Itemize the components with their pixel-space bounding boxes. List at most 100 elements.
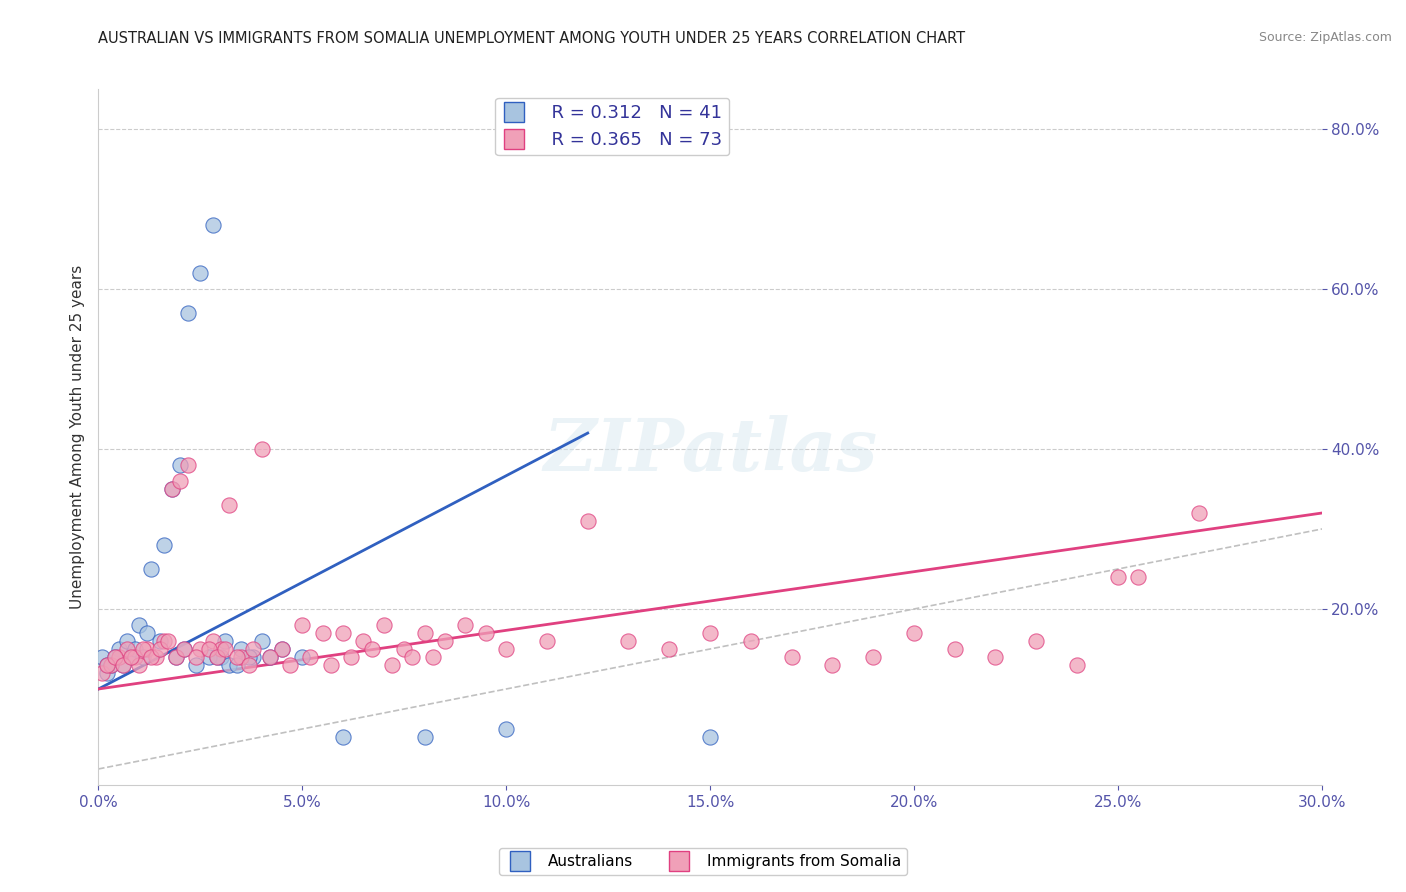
Point <box>381 658 404 673</box>
Legend: Australians, Immigrants from Somalia: Australians, Immigrants from Somalia <box>499 848 907 875</box>
Point <box>128 658 150 673</box>
Point <box>238 650 260 665</box>
Point <box>96 658 118 673</box>
Point <box>169 474 191 488</box>
Point <box>780 650 803 665</box>
Point <box>495 722 517 736</box>
Point <box>250 442 273 456</box>
Point <box>250 634 273 648</box>
Point <box>536 634 558 648</box>
Point <box>91 665 114 680</box>
Point <box>278 658 301 673</box>
Point <box>104 650 127 665</box>
Point <box>226 650 249 665</box>
Point <box>617 634 640 648</box>
Point <box>169 458 191 472</box>
Point <box>108 642 131 657</box>
Point <box>91 650 114 665</box>
Point <box>132 642 155 657</box>
Point <box>259 650 281 665</box>
Point <box>152 538 174 552</box>
Point <box>699 626 721 640</box>
Point <box>100 658 122 673</box>
Point <box>141 650 163 665</box>
Point <box>903 626 925 640</box>
Point <box>141 562 163 576</box>
Point <box>120 650 142 665</box>
Point <box>188 642 212 657</box>
Point <box>984 650 1007 665</box>
Point <box>1107 570 1129 584</box>
Point <box>108 650 131 665</box>
Text: Source: ZipAtlas.com: Source: ZipAtlas.com <box>1258 31 1392 45</box>
Point <box>149 642 172 657</box>
Text: AUSTRALIAN VS IMMIGRANTS FROM SOMALIA UNEMPLOYMENT AMONG YOUTH UNDER 25 YEARS CO: AUSTRALIAN VS IMMIGRANTS FROM SOMALIA UN… <box>98 31 966 46</box>
Point <box>259 650 281 665</box>
Point <box>943 642 966 657</box>
Point <box>699 730 721 744</box>
Point <box>319 658 342 673</box>
Point <box>270 642 294 657</box>
Point <box>136 642 159 657</box>
Point <box>332 626 354 640</box>
Point <box>1025 634 1047 648</box>
Point <box>340 650 363 665</box>
Point <box>132 650 155 665</box>
Point <box>173 642 195 657</box>
Point <box>373 618 395 632</box>
Point <box>173 642 195 657</box>
Point <box>238 658 260 673</box>
Point <box>352 634 374 648</box>
Point <box>413 626 436 640</box>
Point <box>401 650 423 665</box>
Point <box>231 642 253 657</box>
Legend:   R = 0.312   N = 41,   R = 0.365   N = 73: R = 0.312 N = 41, R = 0.365 N = 73 <box>495 97 730 155</box>
Point <box>128 618 150 632</box>
Point <box>209 650 232 665</box>
Point <box>197 650 219 665</box>
Point <box>821 658 844 673</box>
Point <box>96 665 118 680</box>
Point <box>186 658 208 673</box>
Point <box>186 650 208 665</box>
Point <box>242 650 264 665</box>
Point <box>214 642 236 657</box>
Point <box>115 642 138 657</box>
Point <box>658 642 681 657</box>
Point <box>104 650 127 665</box>
Point <box>120 650 142 665</box>
Point <box>205 650 228 665</box>
Y-axis label: Unemployment Among Youth under 25 years: Unemployment Among Youth under 25 years <box>69 265 84 609</box>
Point <box>160 482 183 496</box>
Point <box>201 218 224 232</box>
Point <box>218 498 240 512</box>
Point <box>188 266 212 280</box>
Point <box>201 634 224 648</box>
Point <box>111 658 134 673</box>
Point <box>177 458 200 472</box>
Point <box>1128 570 1150 584</box>
Point <box>218 658 240 673</box>
Point <box>165 650 187 665</box>
Point <box>422 650 444 665</box>
Point <box>152 634 174 648</box>
Point <box>291 650 314 665</box>
Point <box>1066 658 1088 673</box>
Text: ZIPatlas: ZIPatlas <box>543 416 877 486</box>
Point <box>299 650 322 665</box>
Point <box>740 634 762 648</box>
Point <box>160 482 183 496</box>
Point <box>862 650 884 665</box>
Point <box>454 618 477 632</box>
Point <box>392 642 416 657</box>
Point <box>434 634 457 648</box>
Point <box>149 634 172 648</box>
Point <box>226 658 249 673</box>
Point <box>291 618 314 632</box>
Point <box>242 642 264 657</box>
Point <box>209 642 232 657</box>
Point <box>136 626 159 640</box>
Point <box>145 650 167 665</box>
Point <box>576 514 599 528</box>
Point <box>312 626 335 640</box>
